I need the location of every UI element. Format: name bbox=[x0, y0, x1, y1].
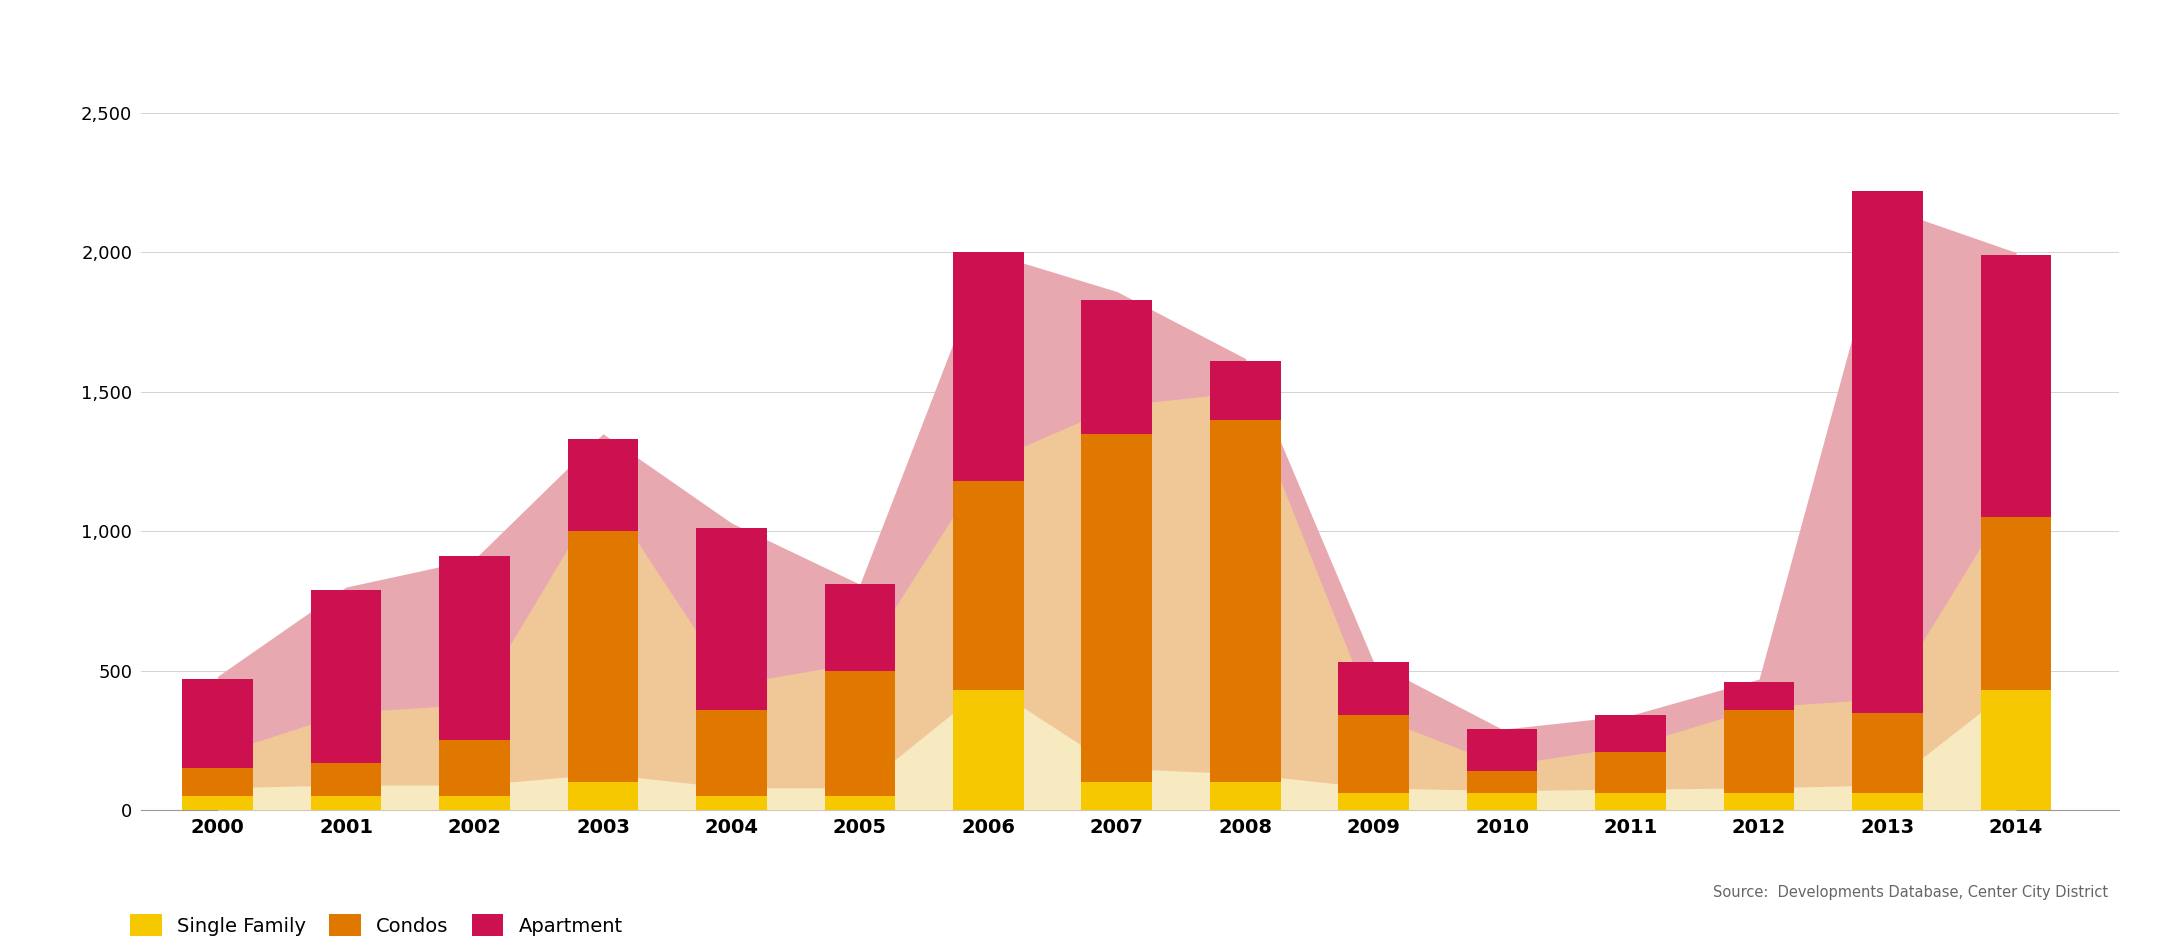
Bar bbox=[439, 557, 510, 740]
Bar bbox=[182, 769, 253, 796]
Bar bbox=[1723, 682, 1794, 709]
Bar bbox=[953, 690, 1023, 810]
Bar bbox=[569, 439, 638, 531]
Text: Figure 1:: Figure 1: bbox=[28, 36, 169, 63]
Bar bbox=[1980, 690, 2052, 810]
Bar bbox=[1596, 793, 1667, 810]
Bar bbox=[1211, 361, 1280, 420]
Bar bbox=[824, 796, 895, 810]
Bar bbox=[1853, 712, 1922, 793]
Bar bbox=[1596, 715, 1667, 752]
Bar bbox=[696, 528, 768, 709]
Bar bbox=[1081, 782, 1152, 810]
Legend: Single Family, Condos, Apartment: Single Family, Condos, Apartment bbox=[130, 914, 623, 936]
Bar bbox=[1466, 729, 1537, 771]
Bar bbox=[696, 709, 768, 796]
Bar bbox=[953, 252, 1023, 481]
Bar bbox=[1853, 793, 1922, 810]
Bar bbox=[1081, 433, 1152, 782]
Bar bbox=[1596, 752, 1667, 793]
Bar bbox=[1211, 782, 1280, 810]
Bar bbox=[439, 796, 510, 810]
Bar bbox=[1338, 662, 1410, 715]
Bar bbox=[1211, 420, 1280, 782]
Bar bbox=[824, 671, 895, 796]
Text: Completed Units by Type, 2000 to 2014: Completed Units by Type, 2000 to 2014 bbox=[175, 36, 744, 63]
Bar bbox=[311, 590, 381, 763]
Text: Source:  Developments Database, Center City District: Source: Developments Database, Center Ci… bbox=[1712, 885, 2108, 900]
Bar bbox=[569, 531, 638, 782]
Bar bbox=[439, 740, 510, 796]
Bar bbox=[182, 796, 253, 810]
Bar bbox=[1338, 793, 1410, 810]
Bar bbox=[182, 679, 253, 769]
Bar bbox=[824, 584, 895, 671]
Bar bbox=[953, 481, 1023, 690]
Bar bbox=[696, 796, 768, 810]
Bar bbox=[1723, 709, 1794, 793]
Bar bbox=[1466, 793, 1537, 810]
Bar bbox=[311, 796, 381, 810]
Bar bbox=[1081, 300, 1152, 433]
Bar bbox=[311, 763, 381, 796]
Bar bbox=[1980, 517, 2052, 690]
Bar bbox=[1723, 793, 1794, 810]
Bar bbox=[1853, 191, 1922, 712]
Bar bbox=[1466, 771, 1537, 793]
Bar bbox=[1338, 715, 1410, 793]
Bar bbox=[569, 782, 638, 810]
Bar bbox=[1980, 255, 2052, 517]
